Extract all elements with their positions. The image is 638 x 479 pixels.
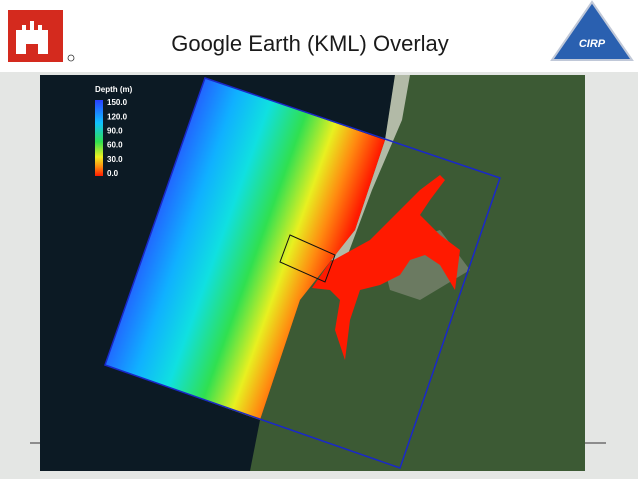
- legend-label: 60.0: [107, 141, 123, 150]
- legend-label: 150.0: [107, 98, 128, 107]
- legend: Depth (m): [95, 85, 133, 176]
- legend-label: 0.0: [107, 169, 119, 178]
- depth-overlay: [105, 78, 385, 420]
- inner-box: [279, 234, 336, 283]
- legend-label: 30.0: [107, 155, 123, 164]
- map: [40, 75, 585, 471]
- grid-outline: [104, 77, 501, 469]
- legend-label: 90.0: [107, 127, 123, 136]
- legend-title: Depth (m): [95, 85, 133, 94]
- logo-text: CIRP: [579, 38, 606, 50]
- legend-bar: [95, 100, 103, 176]
- slide-title: Google Earth (KML) Overlay: [171, 31, 449, 56]
- cirp-logo: CIRP: [550, 0, 634, 61]
- legend-label: 120.0: [107, 112, 128, 121]
- castle-logo: [8, 10, 75, 62]
- header: [0, 0, 638, 72]
- estuary: [312, 175, 460, 360]
